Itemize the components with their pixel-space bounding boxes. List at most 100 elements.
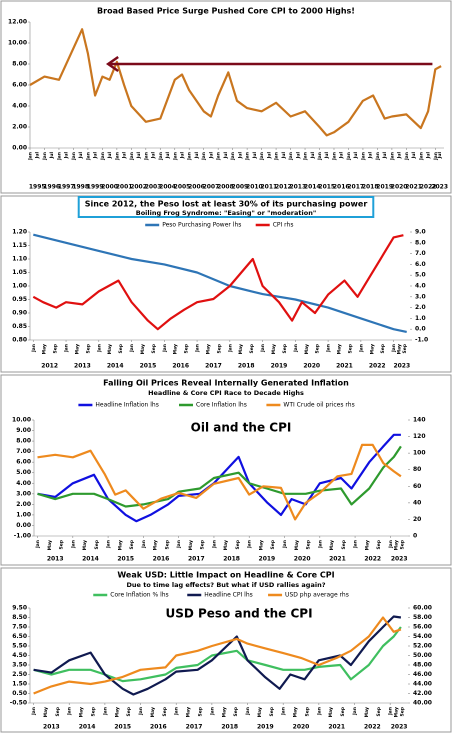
month-tick-label: Jan <box>114 152 120 161</box>
month-tick-label: Sep <box>306 539 312 549</box>
legend-label: CPI rhs <box>273 222 294 229</box>
y2-tick-label: 40.00 <box>413 700 432 707</box>
y2-tick-label: 140 <box>413 417 426 424</box>
x-tick-label: 2021 <box>336 363 353 370</box>
x-tick-label: 2023 <box>391 724 408 731</box>
x-tick-label: 2012 <box>275 184 292 191</box>
month-tick-label: Jan <box>227 344 233 353</box>
legend-label: Core Inflation lhs <box>196 402 247 409</box>
y2-tick-label: 20 <box>413 516 421 523</box>
x-tick-label: 2016 <box>333 184 350 191</box>
x-tick-label: 2006 <box>188 184 205 191</box>
month-tick-label: Jul <box>324 152 330 160</box>
month-tick-label: Sep <box>200 539 206 549</box>
month-tick-label: Jan <box>316 707 322 716</box>
y-tick-label: 0.50 <box>12 690 27 697</box>
month-tick-label: Sep <box>164 539 170 549</box>
month-tick-label: May <box>173 344 179 354</box>
y-tick-label: 8.50 <box>12 614 27 621</box>
month-tick-label: May <box>205 344 211 354</box>
y-tick-label: 3.00 <box>16 490 31 497</box>
chart-subtitle: Headline & Core CPI Race to Decade Highs <box>148 389 304 397</box>
x-tick-label: 2018 <box>221 724 238 731</box>
month-tick-label: May <box>82 540 88 550</box>
y-tick-label: 5.00 <box>16 469 31 476</box>
arrow-head <box>105 55 119 73</box>
month-tick-label: Sep <box>151 343 157 353</box>
month-tick-label: May <box>221 707 227 717</box>
month-tick-label: Sep <box>197 706 203 716</box>
month-tick-label: Sep <box>282 343 288 353</box>
month-tick-label: Jan <box>245 707 251 716</box>
chart-subtitle: Boiling Frog Syndrome: "Easing" or "mode… <box>136 209 316 217</box>
chart-title: Falling Oil Prices Reveal Internally Gen… <box>103 379 349 388</box>
x-tick-label: 2008 <box>217 184 234 191</box>
x-tick-label: 2013 <box>289 184 306 191</box>
month-tick-label: May <box>394 707 400 717</box>
month-tick-label: Jan <box>96 344 102 353</box>
month-tick-label: Jul <box>35 152 41 160</box>
month-tick-label: May <box>364 540 370 550</box>
y-tick-label: 1.10 <box>12 256 27 263</box>
y-tick-label: 8.00 <box>16 438 31 445</box>
month-tick-label: Jan <box>391 344 397 353</box>
y2-tick-label: 40 <box>413 499 421 506</box>
x-tick-label: 2016 <box>150 724 167 731</box>
month-tick-label: Jul <box>382 152 388 160</box>
y-tick-label: 9.00 <box>16 427 31 434</box>
month-tick-label: Jan <box>211 540 217 549</box>
y-tick-label: 0.80 <box>12 337 27 344</box>
annotation: Oil and the CPI <box>191 421 292 435</box>
y2-tick-label: 44.00 <box>413 681 432 688</box>
y2-tick-label: 0.0 <box>415 326 426 333</box>
title-box <box>77 196 375 218</box>
month-tick-label: Jul <box>295 152 301 160</box>
month-tick-label: Sep <box>376 706 382 716</box>
month-tick-label: Sep <box>380 343 386 353</box>
y2-tick-label: 1.0 <box>415 315 426 322</box>
panel-border <box>0 374 452 566</box>
month-tick-label: Jul <box>223 152 229 160</box>
x-tick-label: 2023 <box>393 363 410 370</box>
y2-tick-label: 46.00 <box>413 671 432 678</box>
month-tick-label: Jan <box>317 540 323 549</box>
y2-tick-label: 4.0 <box>415 283 426 290</box>
x-tick-label: 2000 <box>101 184 118 191</box>
month-tick-label: Sep <box>126 706 132 716</box>
x-tick-label: 2019 <box>257 724 274 731</box>
month-tick-label: Jul <box>165 152 171 160</box>
annotation: USD Peso and the CPI <box>165 607 312 621</box>
y-tick-label: 1.50 <box>12 681 27 688</box>
y2-tick-label: 0 <box>413 533 417 540</box>
month-tick-label: May <box>43 707 49 717</box>
month-tick-label: Jan <box>388 707 394 716</box>
month-tick-label: Jul <box>208 152 214 160</box>
month-tick-label: Jul <box>78 152 84 160</box>
month-tick-label: Jul <box>252 152 258 160</box>
month-tick-label: Sep <box>94 539 100 549</box>
month-tick-label: May <box>107 344 113 354</box>
y-tick-label: 0.85 <box>12 323 27 330</box>
month-tick-label: Jan <box>230 152 236 161</box>
x-tick-label: 2017 <box>347 184 364 191</box>
series-line <box>33 626 402 683</box>
legend-label: WTI Crude oil prices rhs <box>283 402 354 409</box>
y-tick-label: 7.50 <box>12 624 27 631</box>
x-tick-label: 2014 <box>79 724 96 731</box>
x-tick-label: 2013 <box>74 363 91 370</box>
x-tick-label: 2017 <box>186 724 203 731</box>
month-tick-label: May <box>271 344 277 354</box>
month-tick-label: Sep <box>315 343 321 353</box>
y-tick-label: 1.20 <box>12 229 27 236</box>
y-tick-label: 0.90 <box>12 310 27 317</box>
month-tick-label: Jan <box>274 152 280 161</box>
y2-tick-label: 50.00 <box>413 652 432 659</box>
month-tick-label: Jul <box>49 152 55 160</box>
month-tick-label: Jul <box>310 152 316 160</box>
month-tick-label: Jul <box>266 152 272 160</box>
month-tick-label: Sep <box>216 343 222 353</box>
month-tick-label: Sep <box>162 706 168 716</box>
month-tick-label: Sep <box>233 706 239 716</box>
month-tick-label: Jan <box>143 152 149 161</box>
